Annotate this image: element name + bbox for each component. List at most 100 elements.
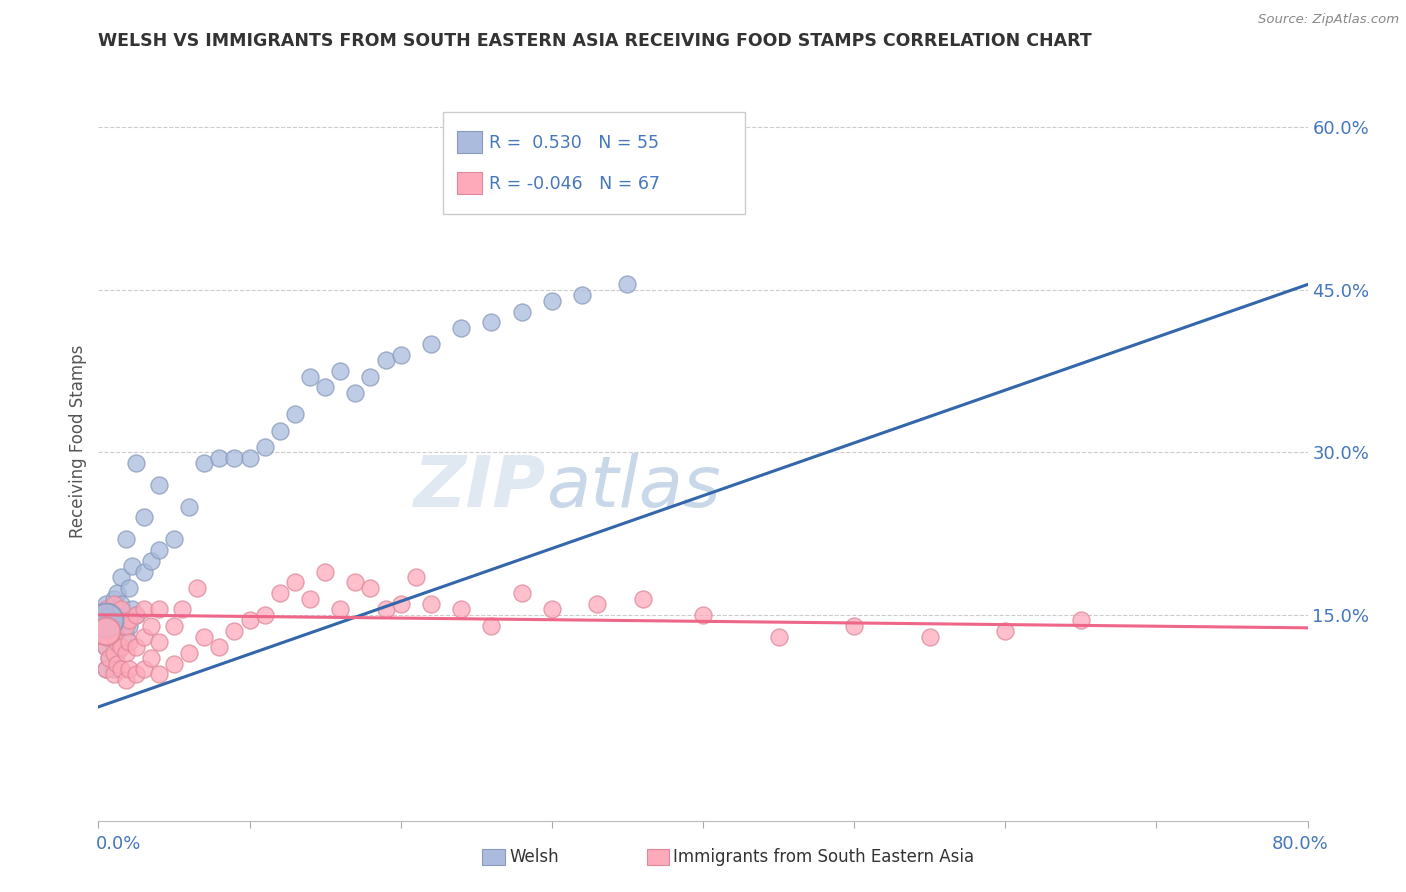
Point <box>110 662 132 676</box>
Point <box>360 369 382 384</box>
Point <box>98 607 121 622</box>
Point <box>132 510 155 524</box>
Point <box>103 618 125 632</box>
Point <box>450 321 472 335</box>
Point <box>110 640 132 655</box>
Text: WELSH VS IMMIGRANTS FROM SOUTH EASTERN ASIA RECEIVING FOOD STAMPS CORRELATION CH: WELSH VS IMMIGRANTS FROM SOUTH EASTERN A… <box>98 32 1092 50</box>
Point <box>94 662 117 676</box>
Point <box>94 630 117 644</box>
Point <box>269 424 291 438</box>
Text: Source: ZipAtlas.com: Source: ZipAtlas.com <box>1258 13 1399 27</box>
Point <box>118 618 141 632</box>
Point <box>269 586 291 600</box>
Point <box>586 597 609 611</box>
Point <box>103 597 125 611</box>
Point <box>110 602 132 616</box>
Point <box>121 602 143 616</box>
Point <box>105 613 128 627</box>
Point <box>405 570 427 584</box>
Point <box>105 613 128 627</box>
Point <box>284 408 307 422</box>
Point <box>103 646 125 660</box>
Point <box>224 624 246 639</box>
Point <box>299 369 322 384</box>
Point <box>179 500 201 514</box>
Point <box>344 385 367 400</box>
Point <box>118 581 141 595</box>
Point <box>94 613 117 627</box>
Text: 0.0%: 0.0% <box>96 835 141 853</box>
Point <box>132 662 155 676</box>
Point <box>94 662 117 676</box>
Point <box>114 618 136 632</box>
Point <box>103 624 125 639</box>
Point <box>450 602 472 616</box>
Point <box>193 456 215 470</box>
Point <box>114 646 136 660</box>
Point <box>481 315 503 329</box>
Text: Welsh: Welsh <box>509 848 558 866</box>
Point <box>110 570 132 584</box>
Point <box>616 277 638 292</box>
Point <box>360 581 382 595</box>
Point <box>125 607 148 622</box>
Point <box>179 646 201 660</box>
Point <box>253 440 276 454</box>
Point <box>163 618 186 632</box>
Point <box>98 607 121 622</box>
Point <box>141 554 163 568</box>
Point <box>918 630 941 644</box>
Point <box>110 640 132 655</box>
Text: R = -0.046   N = 67: R = -0.046 N = 67 <box>489 175 661 193</box>
Point <box>148 542 170 557</box>
Point <box>98 630 121 644</box>
Point <box>1070 613 1092 627</box>
Point <box>94 624 117 639</box>
Point <box>239 613 262 627</box>
Point <box>110 597 132 611</box>
Point <box>374 353 396 368</box>
Point <box>208 450 231 465</box>
Point <box>105 586 128 600</box>
Point <box>94 640 117 655</box>
Point <box>844 618 866 632</box>
Point <box>510 304 533 318</box>
Point <box>148 602 170 616</box>
Text: atlas: atlas <box>546 452 720 522</box>
Point <box>118 613 141 627</box>
Point <box>314 565 336 579</box>
Point <box>125 456 148 470</box>
Point <box>540 602 562 616</box>
Point <box>148 478 170 492</box>
Point <box>118 635 141 649</box>
Point <box>118 662 141 676</box>
Point <box>224 450 246 465</box>
Point <box>98 624 121 639</box>
Point <box>98 651 121 665</box>
Point <box>163 532 186 546</box>
Point <box>94 613 117 627</box>
Point <box>510 586 533 600</box>
Point <box>103 591 125 606</box>
Point <box>125 607 148 622</box>
Point <box>105 646 128 660</box>
Point <box>186 581 208 595</box>
Point <box>94 602 117 616</box>
Point <box>299 591 322 606</box>
Text: Immigrants from South Eastern Asia: Immigrants from South Eastern Asia <box>673 848 974 866</box>
Point <box>163 657 186 671</box>
Point <box>389 348 412 362</box>
Point <box>103 667 125 681</box>
Point <box>284 575 307 590</box>
Text: R =  0.530   N = 55: R = 0.530 N = 55 <box>489 134 659 152</box>
Point <box>170 602 193 616</box>
Point <box>132 602 155 616</box>
Point <box>314 380 336 394</box>
Point <box>540 293 562 308</box>
Text: 80.0%: 80.0% <box>1272 835 1329 853</box>
Point <box>420 337 443 351</box>
Point <box>105 657 128 671</box>
Point <box>94 618 117 632</box>
Point <box>132 630 155 644</box>
Point <box>103 662 125 676</box>
